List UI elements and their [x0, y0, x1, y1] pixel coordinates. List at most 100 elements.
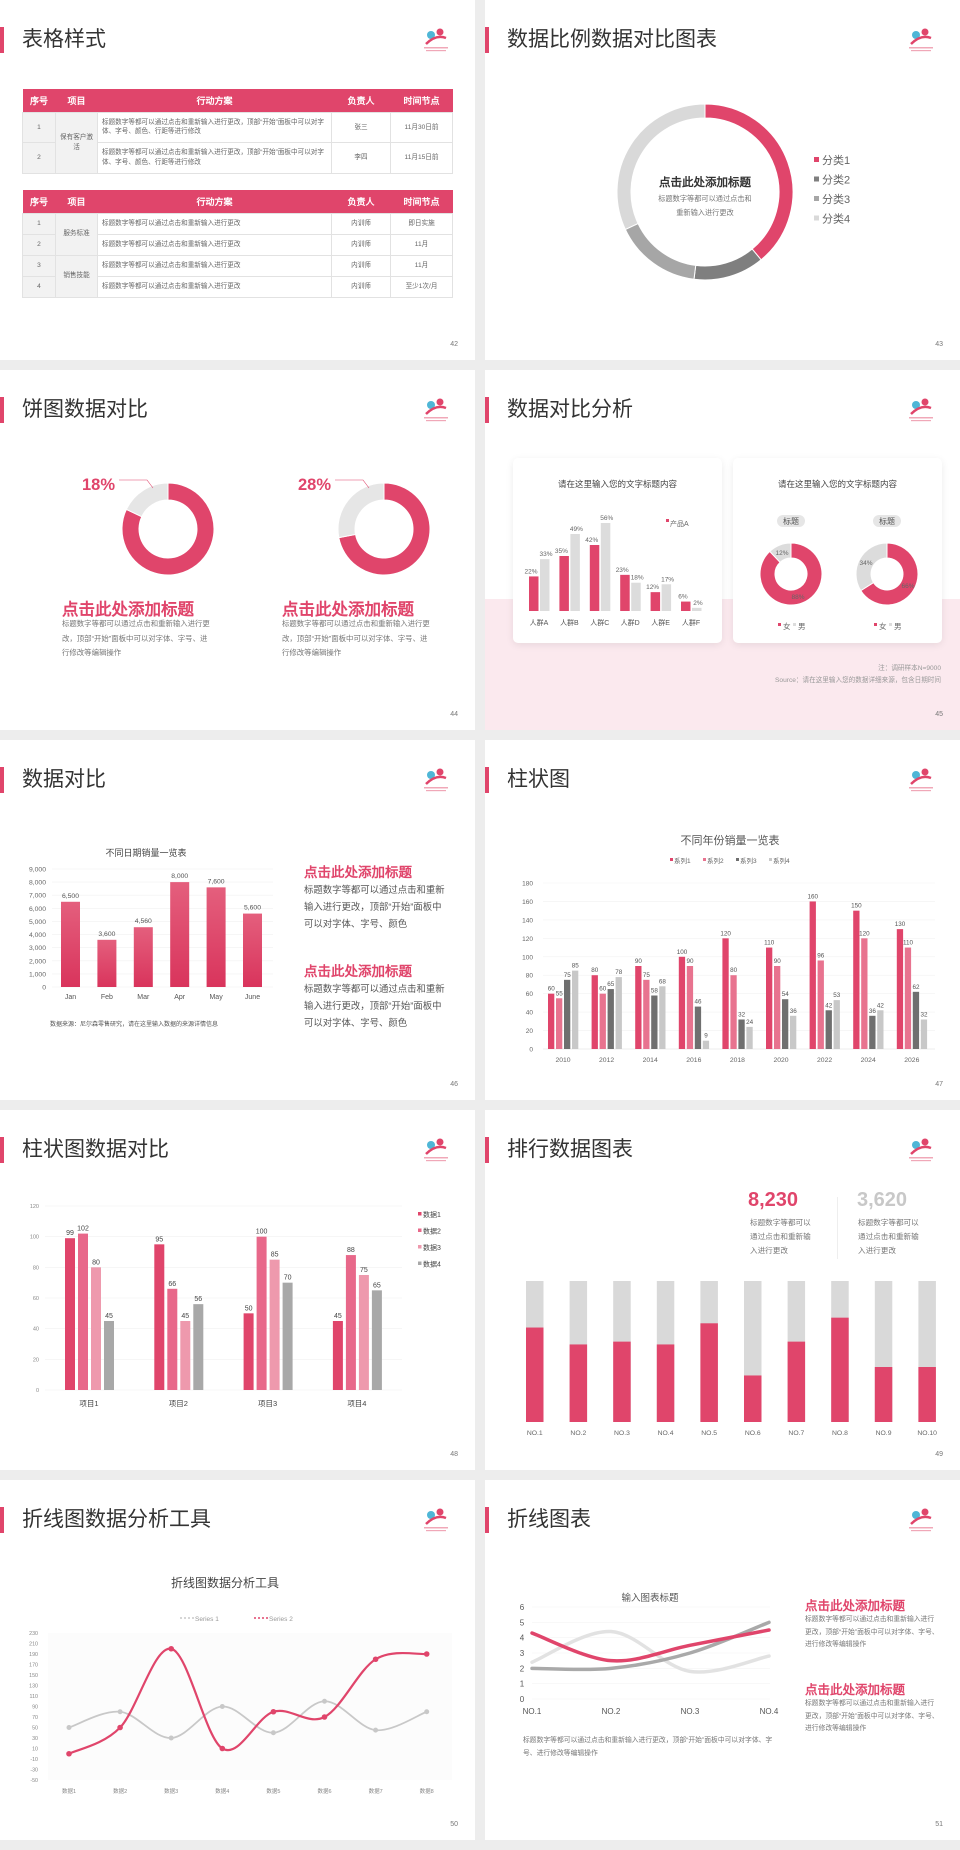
- cell-group: 销售技能: [55, 254, 98, 298]
- data-label: 75: [564, 972, 572, 979]
- category-label: NO.3: [614, 1430, 630, 1437]
- bar: [744, 1375, 762, 1422]
- slide-50[interactable]: 折线图数据分析工具 折线图数据分析工具 -50 -30 -10 10 30 50 70 90 11…: [0, 1480, 475, 1840]
- header-no: 序号: [22, 190, 56, 213]
- category-label: NO.5: [701, 1430, 717, 1437]
- data-point: [270, 1730, 276, 1736]
- data-label: 5,600: [244, 905, 261, 912]
- table-row: 2 标题数字等都可以通过点击和重新输入进行更改，顶部“开始”面板中可以对字体、字…: [22, 142, 453, 174]
- table-row: 1 保有客户激活 标题数字等都可以通过点击和重新输入进行更改，顶部“开始”面板中…: [22, 111, 453, 174]
- slide-42[interactable]: 表格样式 序号 项目 行动方案 负责人 时间节点 1 保有客户激活 标题数字等都…: [0, 0, 475, 360]
- logo-icon: [909, 28, 933, 52]
- logo-icon: [424, 1138, 448, 1162]
- data-label: 120: [720, 930, 731, 937]
- category-label: NO.10: [917, 1430, 937, 1437]
- y-tick-label: 90: [32, 1705, 38, 1711]
- slide-48[interactable]: 柱状图数据对比 0 20 40 60 80 100 120 99 102 80 45 项目1 95 66 4…: [0, 1110, 475, 1470]
- page-number: 45: [935, 711, 943, 718]
- data-label: 9: [704, 1033, 708, 1040]
- bar: [180, 1321, 191, 1390]
- logo-icon: [424, 768, 448, 792]
- bar: [332, 1321, 343, 1390]
- action-table-1: 序号 项目 行动方案 负责人 时间节点 1 保有客户激活 标题数字等都可以通过点…: [22, 89, 453, 174]
- center-title: 点击此处添加标题: [659, 177, 751, 189]
- data-point: [168, 1645, 174, 1652]
- page-number: 50: [450, 1821, 458, 1828]
- bar: [615, 977, 622, 1049]
- slide-47[interactable]: 柱状图 不同年份销量一览表 系列1 系列2 系列3 系列4 0 20 40 60 80 100 120…: [485, 740, 960, 1100]
- bar: [591, 975, 598, 1049]
- data-label: 7,600: [208, 878, 225, 885]
- page-number: 48: [450, 1451, 458, 1458]
- y-tick-label: 0: [42, 985, 46, 992]
- bar: [206, 887, 226, 987]
- cell-no: 1: [22, 111, 56, 143]
- legend-label: 系列2: [707, 856, 724, 865]
- title-accent-bar: [485, 767, 489, 793]
- y-tick-label: 1: [520, 1680, 525, 1689]
- title-accent-bar: [485, 397, 489, 423]
- category-label: 项目3: [258, 1399, 277, 1408]
- bar: [607, 989, 614, 1049]
- category-label: 人群C: [590, 618, 609, 627]
- slide-49[interactable]: 排行数据图表 8,230 标题数字等都可以通过点击和重新输入进行更改 3,620…: [485, 1110, 960, 1470]
- data-label: 32: [738, 1011, 746, 1018]
- pill-label: 标题: [879, 516, 895, 526]
- category-label: NO.4: [658, 1430, 674, 1437]
- chart-title: 折线图数据分析工具: [171, 1575, 279, 1590]
- percent-label: 28%: [298, 476, 331, 494]
- data-label: 60: [548, 986, 556, 993]
- donut-slice: [693, 248, 762, 281]
- y-tick-label: 9,000: [29, 867, 46, 874]
- bar: [529, 576, 539, 611]
- bar: [570, 534, 580, 611]
- y-tick-label: 10: [32, 1747, 38, 1753]
- category-label: 数据8: [420, 1787, 434, 1795]
- legend-label: 分类3: [822, 192, 850, 206]
- data-label: 95: [155, 1236, 163, 1243]
- category-label: 2014: [643, 1057, 658, 1064]
- slide-44[interactable]: 饼图数据对比 18% 28% 点击此处添加标题 标题数字等都可以通过点击和重新输入…: [0, 370, 475, 730]
- bar: [243, 913, 262, 987]
- slide-43[interactable]: 数据比例数据对比图表 分类1 分类2 分类3 分类4 点击此处添加标题 标题数字等都可…: [485, 0, 960, 360]
- y-tick-label: 100: [30, 1235, 39, 1241]
- plot-area: [48, 1633, 452, 1780]
- category-label: May: [209, 994, 223, 1001]
- data-label: 160: [808, 893, 819, 900]
- header-pill: [873, 515, 901, 527]
- category-label: NO.2: [570, 1430, 586, 1437]
- card-title: 请在这里输入您的文字标题内容: [557, 479, 677, 489]
- category-label: 2022: [817, 1057, 832, 1064]
- data-label: 54: [782, 991, 790, 998]
- slide-46[interactable]: 数据对比 不同日期销量一览表 0 1,000 2,000 3,000 4,000 5,000…: [0, 740, 475, 1100]
- slide-45[interactable]: 数据对比分析 请在这里输入您的文字标题内容 请在这里输入您的文字标题内容 22%…: [485, 370, 960, 730]
- header-plan: 行动方案: [97, 89, 332, 112]
- comparison-charts: 22%33%人群A35%49%人群B42%56%人群C23%18%人群D12%1…: [524, 515, 919, 631]
- y-tick-label: 40: [33, 1327, 39, 1333]
- slide-51[interactable]: 折线图表 输入图表标题 0 1 2 3 4 5 6 NO.1 NO.2 NO.3 NO.4 标题数字等…: [485, 1480, 960, 1840]
- bar: [133, 927, 153, 987]
- data-label: 45: [334, 1313, 342, 1320]
- data-label: 150: [851, 903, 862, 910]
- bar: [656, 1344, 675, 1422]
- y-tick-label: 140: [522, 917, 533, 924]
- y-tick-label: 0: [520, 1695, 525, 1704]
- bar: [700, 1323, 718, 1422]
- legend-label: 数据2: [423, 1227, 441, 1236]
- bar: [896, 929, 904, 1049]
- data-label: 32: [920, 1011, 928, 1018]
- donut-slice: [759, 542, 823, 606]
- bar: [78, 1233, 88, 1390]
- data-label: 70: [284, 1275, 292, 1282]
- y-tick-label: 160: [522, 899, 533, 906]
- legend-label: Series 2: [269, 1616, 293, 1623]
- sample-note: 注：调研样本N=9000: [878, 665, 941, 672]
- donut-slice: [855, 542, 888, 592]
- data-label: 56%: [600, 515, 613, 522]
- data-label: 17%: [661, 576, 674, 583]
- legend-swatch: [814, 176, 819, 182]
- slide-title: 折线图表: [507, 1508, 591, 1531]
- data-label: 42: [877, 1002, 885, 1009]
- data-label: 75: [643, 972, 651, 979]
- chart-title: 输入图表标题: [621, 1592, 679, 1604]
